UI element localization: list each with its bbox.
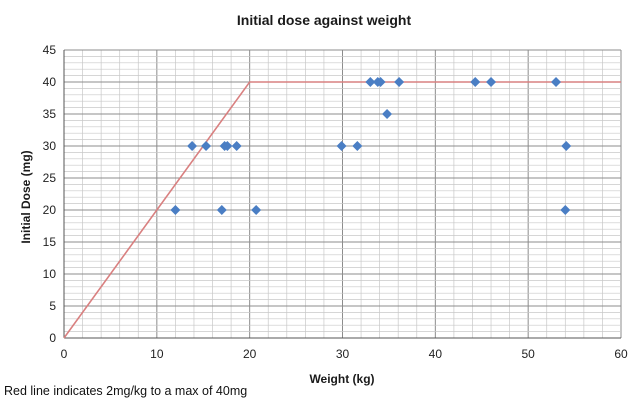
data-point (201, 141, 212, 151)
x-tick-label: 0 (61, 347, 68, 361)
y-tick-label: 0 (49, 331, 56, 345)
y-tick-label: 45 (43, 43, 57, 57)
data-point (486, 77, 497, 87)
data-point (560, 205, 571, 215)
y-tick-label: 10 (43, 267, 57, 281)
x-tick-label: 40 (429, 347, 443, 361)
x-tick-label: 10 (150, 347, 164, 361)
y-tick-label: 25 (43, 171, 57, 185)
y-tick-label: 40 (43, 75, 57, 89)
data-point (216, 205, 227, 215)
y-axis-title: Initial Dose (mg) (19, 150, 33, 243)
data-point (187, 141, 198, 151)
data-point (336, 141, 347, 151)
chart-title: Initial dose against weight (237, 12, 412, 28)
footnote: Red line indicates 2mg/kg to a max of 40… (4, 384, 248, 398)
data-point (375, 77, 386, 87)
x-tick-label: 60 (614, 347, 628, 361)
y-tick-label: 35 (43, 107, 57, 121)
data-point (551, 77, 562, 87)
x-tick-label: 30 (336, 347, 350, 361)
data-point (394, 77, 405, 87)
data-point (222, 141, 233, 151)
data-point (365, 77, 376, 87)
data-point (251, 205, 262, 215)
data-point (382, 109, 393, 119)
data-point (352, 141, 363, 151)
data-point (470, 77, 481, 87)
data-point (231, 141, 242, 151)
data-points (170, 77, 572, 215)
y-tick-label: 20 (43, 203, 57, 217)
x-axis-title: Weight (kg) (309, 372, 374, 386)
y-tick-label: 15 (43, 235, 57, 249)
data-point (561, 141, 572, 151)
y-tick-label: 30 (43, 139, 57, 153)
x-tick-label: 50 (521, 347, 535, 361)
dose-limit-line (63, 81, 621, 339)
grid (63, 49, 622, 339)
y-tick-label: 5 (49, 299, 56, 313)
x-tick-label: 20 (243, 347, 257, 361)
data-point (170, 205, 181, 215)
tick-labels: 0 10 20 30 40 50 60 0 5 10 15 20 25 30 35 40 45 (43, 43, 628, 361)
